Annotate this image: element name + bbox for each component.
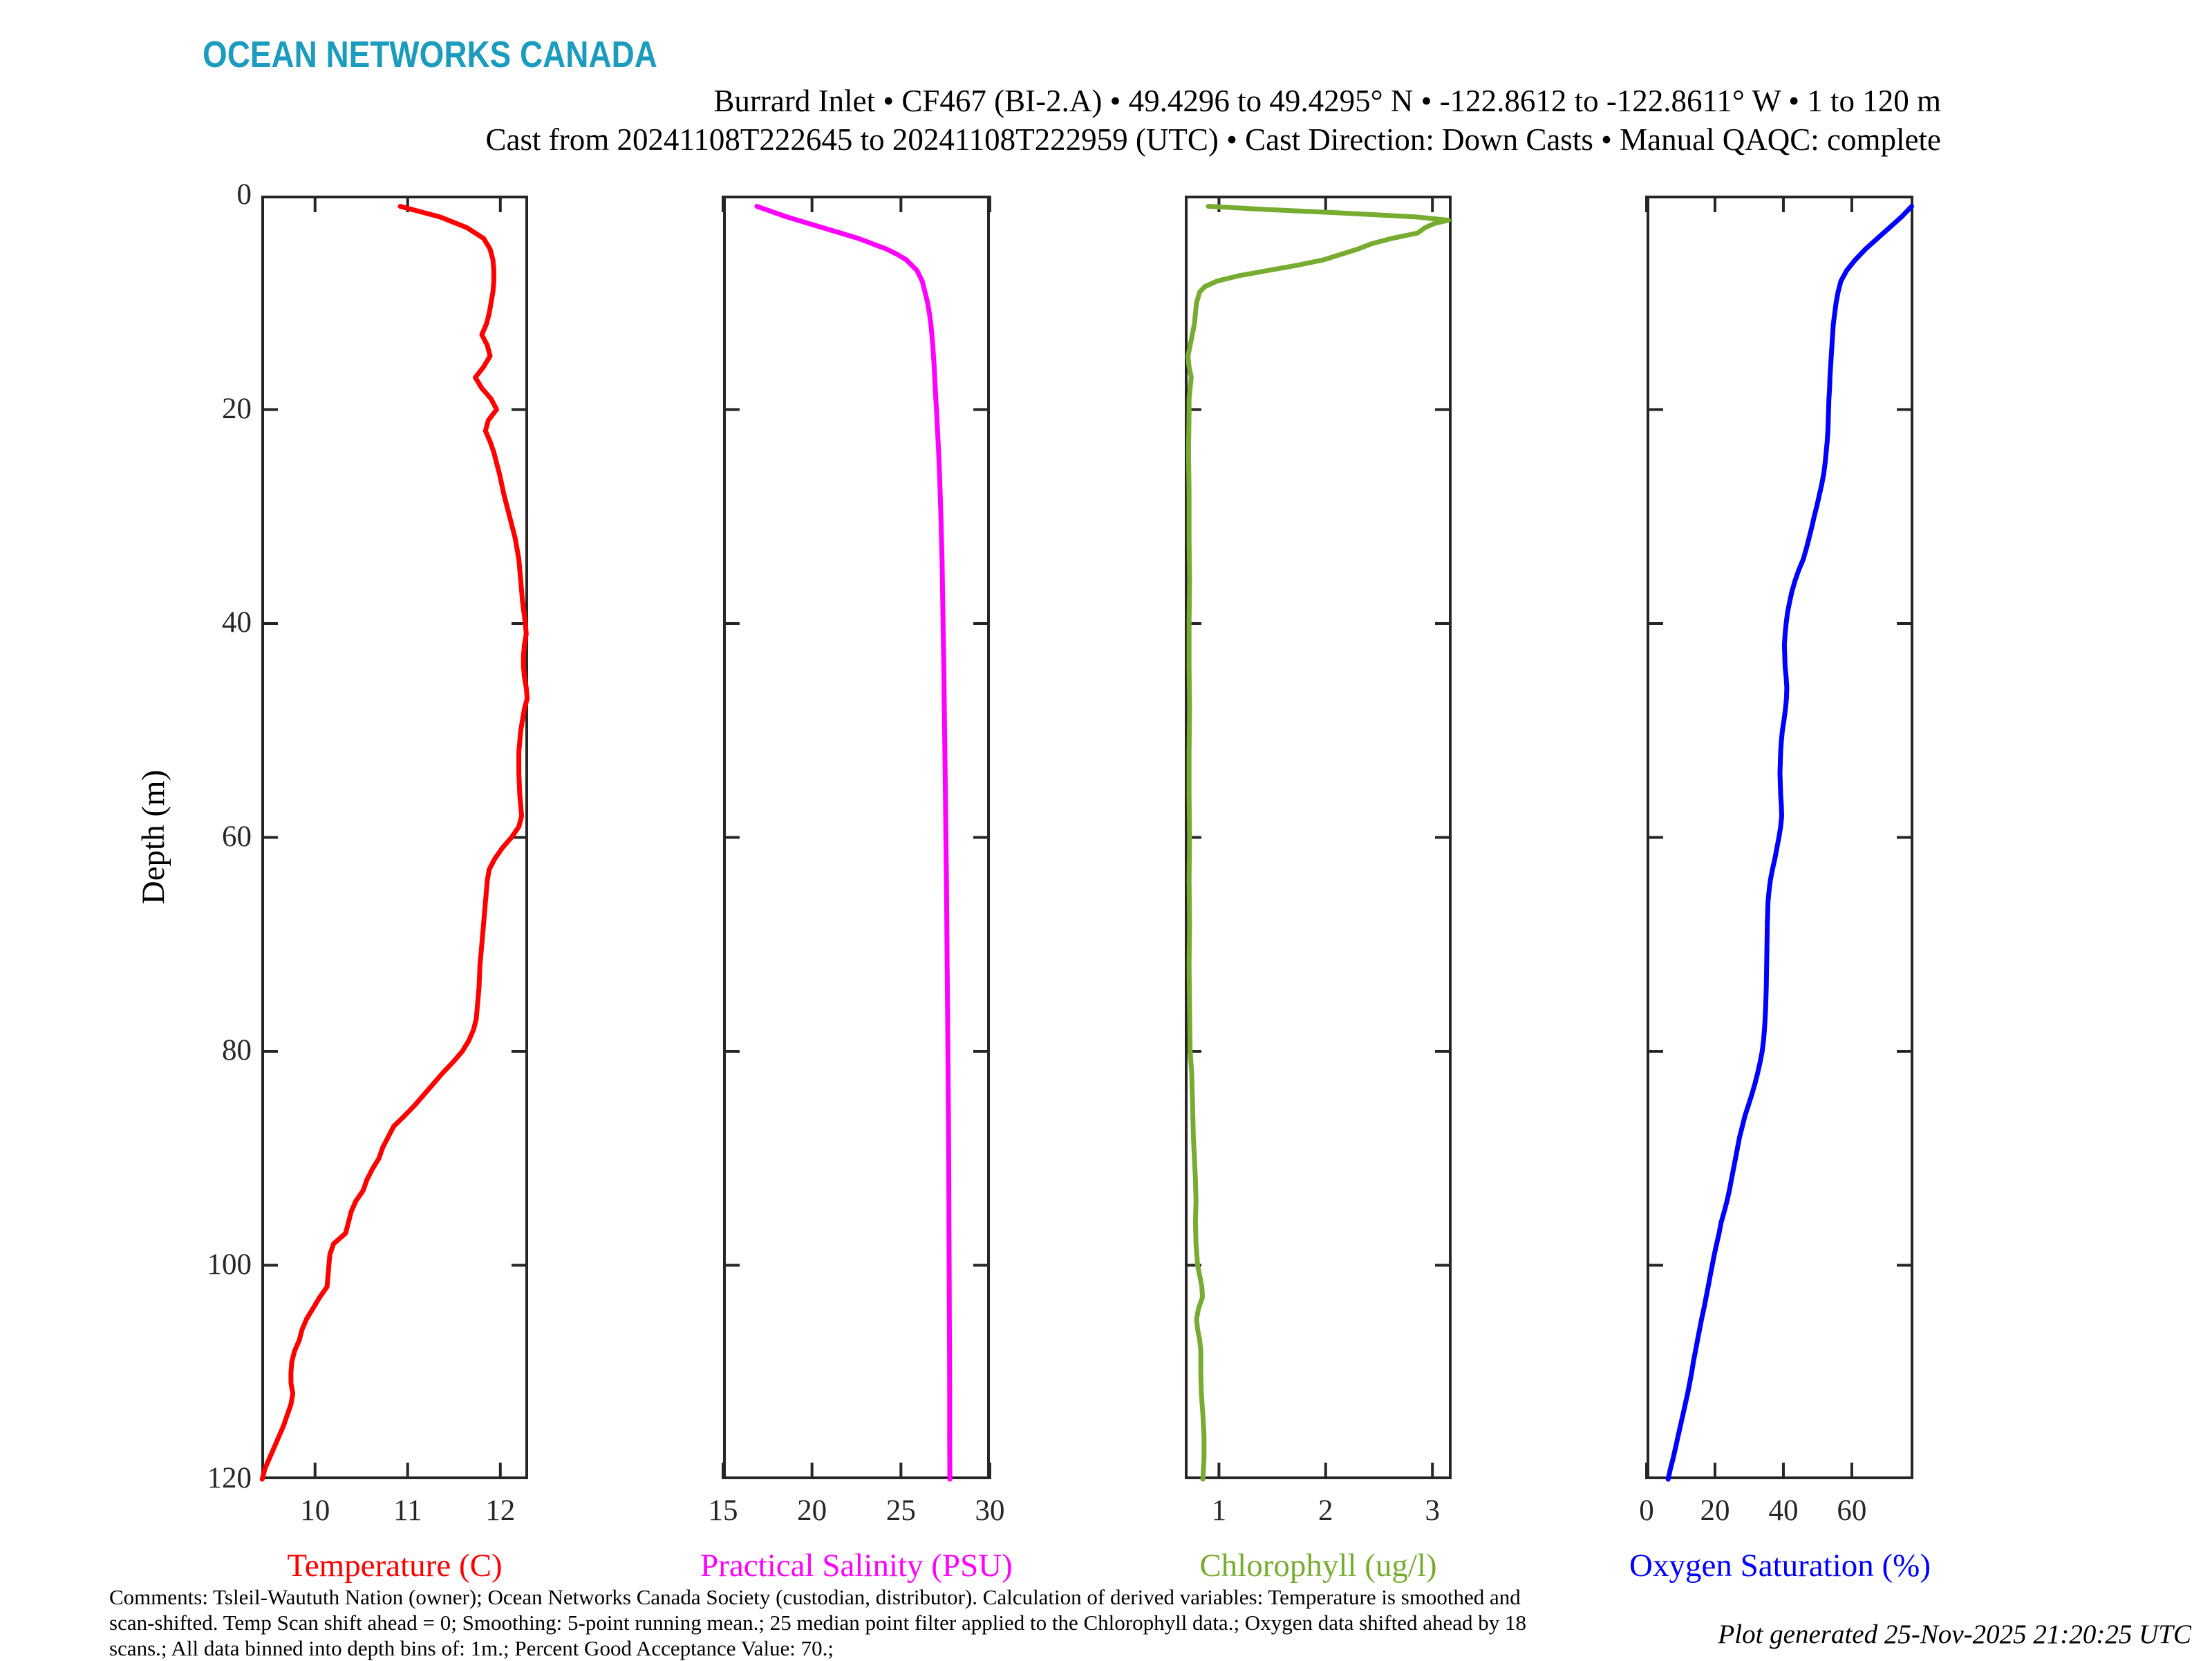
plot-generated-timestamp: Plot generated 25-Nov-2025 21:20:25 UTC	[1718, 1620, 2191, 1649]
x-tick-label: 12	[485, 1494, 516, 1527]
title-line-1: Burrard Inlet • CF467 (BI-2.A) • 49.4296…	[713, 84, 1941, 118]
x-tick-label: 1	[1211, 1494, 1227, 1527]
depth-tick-label: 20	[222, 392, 252, 425]
depth-tick-label: 0	[236, 178, 252, 211]
depth-tick-label: 100	[207, 1248, 252, 1281]
comments-line-1: Comments: Tsleil-Waututh Nation (owner);…	[109, 1585, 1521, 1609]
x-tick-label: 20	[797, 1494, 827, 1527]
salinity-plot	[722, 196, 991, 1482]
x-tick-label: 20	[1700, 1494, 1730, 1527]
x-tick-label: 25	[885, 1494, 916, 1527]
temperature-axis-label: Temperature (C)	[287, 1548, 503, 1584]
temperature-plot	[259, 196, 530, 1482]
x-tick-label: 3	[1425, 1494, 1440, 1527]
x-tick-label: 2	[1318, 1494, 1333, 1527]
depth-tick-label: 60	[222, 820, 252, 853]
comments-block: Comments: Tsleil-Waututh Nation (owner);…	[109, 1584, 1526, 1661]
plot-header: Burrard Inlet • CF467 (BI-2.A) • 49.4296…	[486, 82, 1941, 159]
depth-tick-label: 40	[222, 606, 252, 639]
x-tick-label: 40	[1768, 1494, 1799, 1527]
ocean-networks-canada-logo: OCEAN NETWORKS CANADA	[203, 34, 657, 75]
temperature-panel: Temperature (C) 10 11 12	[259, 196, 530, 1592]
chlorophyll-panel: Chlorophyll (ug/l) 1 2 3	[1185, 196, 1452, 1592]
salinity-panel: Practical Salinity (PSU) 15 20 25 30	[700, 196, 1013, 1592]
comments-line-3: scans.; All data binned into depth bins …	[109, 1636, 834, 1660]
x-tick-label: 60	[1837, 1494, 1867, 1527]
depth-tick-label: 120	[207, 1462, 252, 1494]
oxygen-plot	[1645, 196, 1914, 1482]
x-tick-label: 15	[708, 1494, 738, 1527]
oxygen-panel: Oxygen Saturation (%) 0 20 40 60	[1629, 196, 1931, 1592]
title-line-2: Cast from 20241108T222645 to 20241108T22…	[485, 122, 1941, 157]
x-tick-label: 30	[975, 1494, 1005, 1527]
x-tick-label: 10	[300, 1494, 330, 1527]
x-tick-label: 0	[1639, 1494, 1654, 1527]
depth-tick-label: 80	[222, 1034, 252, 1067]
comments-line-2: scan-shifted. Temp Scan shift ahead = 0;…	[109, 1611, 1526, 1635]
chlorophyll-plot	[1185, 196, 1452, 1482]
x-tick-label: 11	[393, 1494, 422, 1527]
oxygen-axis-label: Oxygen Saturation (%)	[1629, 1548, 1931, 1584]
chlorophyll-axis-label: Chlorophyll (ug/l)	[1199, 1548, 1437, 1584]
salinity-axis-label: Practical Salinity (PSU)	[700, 1548, 1013, 1584]
